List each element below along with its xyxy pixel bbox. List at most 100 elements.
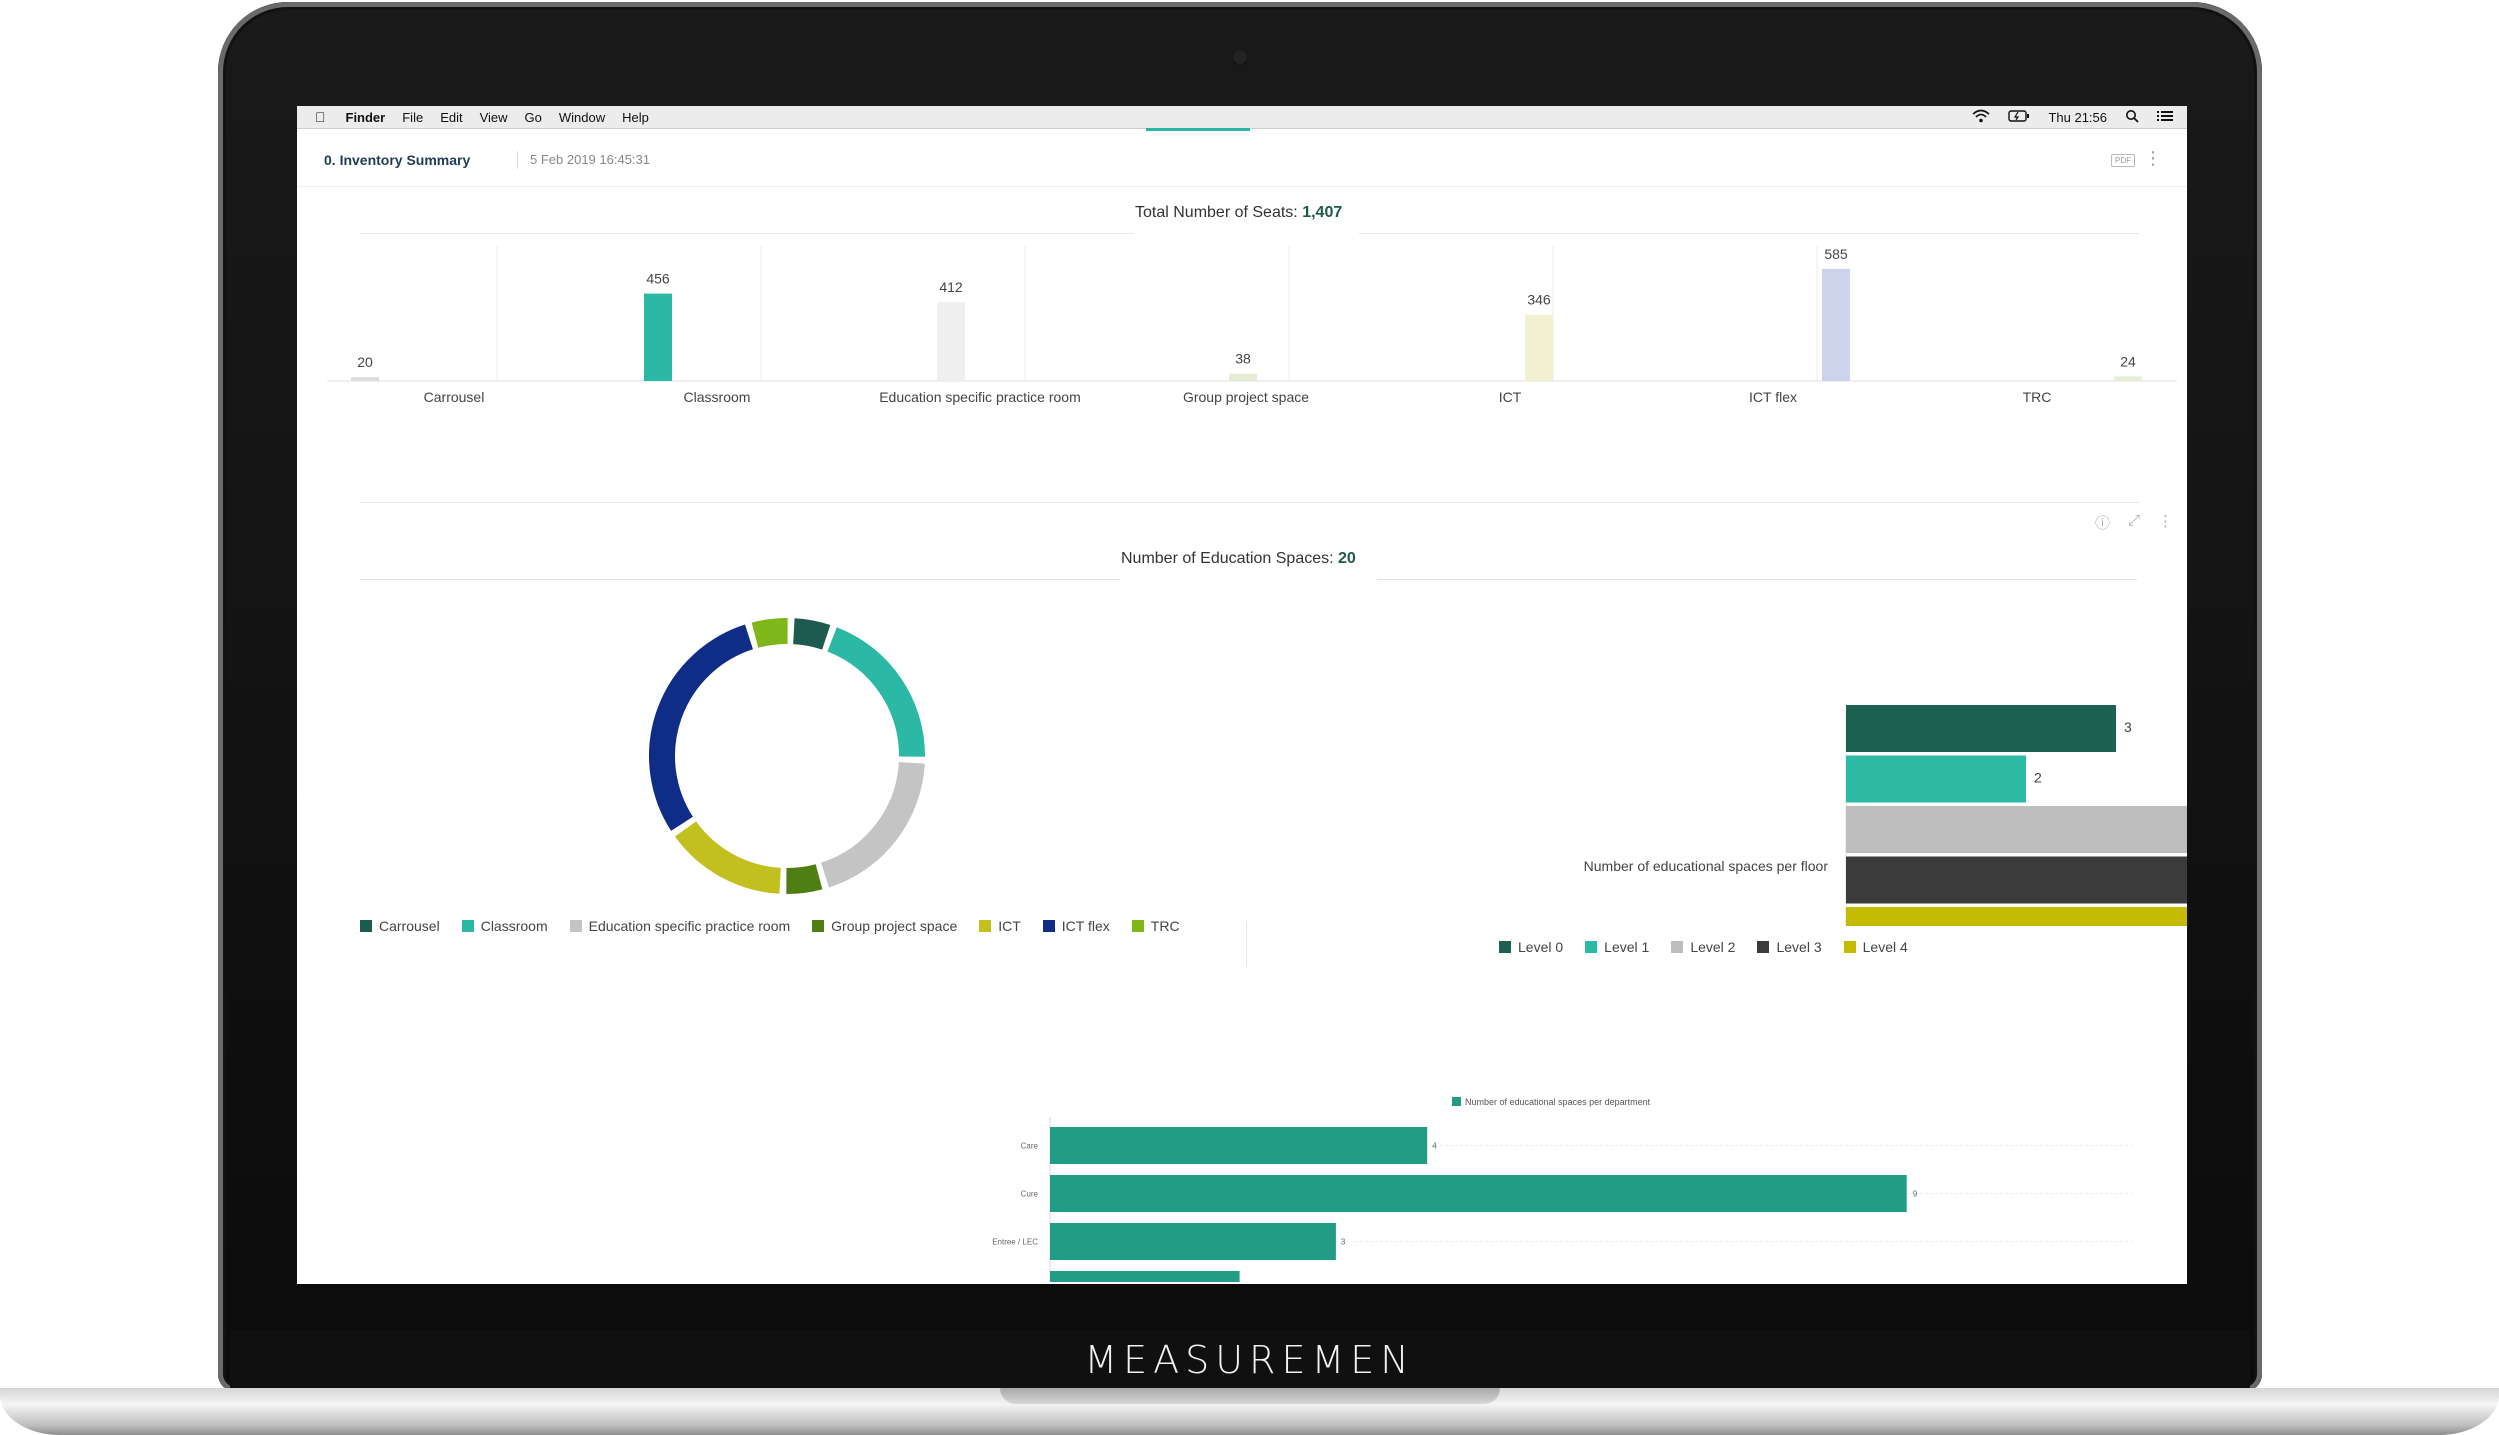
donut-slice[interactable] (649, 624, 754, 831)
seats-value-label: 20 (357, 354, 373, 370)
donut-chart (649, 618, 925, 894)
seats-value-label: 585 (1824, 246, 1848, 262)
dept-legend-label[interactable]: Number of educational spaces per departm… (1465, 1097, 1651, 1107)
seats-total: 1,407 (1302, 204, 1343, 221)
legend-swatch (569, 920, 582, 932)
dept-bar[interactable] (1050, 1223, 1336, 1260)
brand-logo: MEASUREMEN (1084, 1338, 1415, 1382)
donut-slice[interactable] (792, 618, 831, 650)
camera-icon (1233, 50, 1247, 64)
donut-slice[interactable] (827, 627, 925, 757)
menu-go[interactable]: Go (514, 109, 542, 125)
seats-title-rule-left (360, 233, 1134, 234)
dept-value-label: 9 (1913, 1190, 1918, 1199)
dept-bar[interactable] (1050, 1271, 1240, 1282)
floor-bar-chart: 32465Number of educational spaces per fl… (1584, 705, 2187, 926)
menu-help[interactable]: Help (611, 109, 649, 125)
seats-category-label: Education specific practice room (879, 389, 1081, 405)
dept-category-label: Cure (1021, 1190, 1039, 1199)
seats-bar[interactable] (2114, 376, 2142, 381)
donut-legend-item[interactable]: Carrousel (360, 918, 440, 934)
header-divider (517, 151, 518, 169)
floor-legend-item[interactable]: Level 0 (1499, 939, 1563, 955)
more-icon[interactable]: ⋮ (2158, 513, 2173, 530)
legend-label: Education specific practice room (588, 918, 791, 934)
spaces-total: 20 (1338, 550, 1356, 567)
floor-bar[interactable] (1846, 705, 2116, 752)
seats-bar[interactable] (351, 377, 379, 381)
legend-label: Carrousel (379, 918, 440, 934)
legend-swatch (812, 920, 825, 932)
battery-icon[interactable] (2008, 110, 2030, 125)
list-icon[interactable] (2157, 110, 2173, 125)
wifi-icon[interactable] (1972, 109, 1990, 126)
floor-value-label: 2 (2034, 770, 2042, 786)
expand-icon[interactable]: ⤢ (2127, 512, 2140, 529)
menu-window[interactable]: Window (548, 109, 605, 125)
section-divider (360, 502, 2140, 503)
menu-edit[interactable]: Edit (429, 109, 462, 125)
seats-bar-chart: 20 Carrousel 456 Classroom 412 Education spec… (327, 246, 2177, 405)
seats-value-label: 412 (939, 279, 963, 295)
donut-slice[interactable] (786, 864, 823, 894)
legend-swatch (1131, 920, 1144, 932)
header-divider-line (297, 186, 2187, 187)
donut-slice[interactable] (820, 761, 925, 888)
donut-slice[interactable] (751, 618, 788, 648)
seats-bar[interactable] (1822, 268, 1850, 381)
seats-value-label: 456 (646, 271, 670, 287)
seats-bar[interactable] (937, 302, 965, 381)
info-icon[interactable]: ⓘ (2094, 515, 2110, 532)
legend-swatch (1499, 941, 1511, 953)
laptop-chin (230, 1330, 2250, 1388)
floor-legend-item[interactable]: Level 2 (1671, 939, 1735, 955)
report-date: 5 Feb 2019 16:45:31 (530, 152, 650, 167)
chart-toolbar: ⓘ ⤢ ⋮ (2095, 512, 2173, 533)
seats-bar[interactable] (1525, 314, 1553, 381)
floor-legend-item[interactable]: Level 4 (1843, 939, 1908, 955)
menu-view[interactable]: View (469, 109, 508, 125)
menu-finder[interactable]: Finder (335, 109, 386, 125)
legend-swatch (461, 920, 474, 932)
seats-value-label: 346 (1527, 292, 1551, 308)
donut-legend-item[interactable]: Group project space (812, 918, 957, 934)
donut-legend-item[interactable]: ICT (979, 918, 1021, 934)
seats-bar[interactable] (1229, 373, 1257, 381)
donut-legend-item[interactable]: Classroom (461, 918, 548, 934)
legend-label: TRC (1150, 918, 1180, 934)
legend-label: Level 4 (1862, 939, 1908, 955)
dept-bar[interactable] (1050, 1175, 1907, 1212)
laptop-notch (1000, 1388, 1500, 1404)
floor-bar[interactable] (1846, 856, 2187, 904)
floor-legend: Level 0 Level 1 Level 2 Level 3 Level 4 (1499, 939, 1908, 955)
more-options-icon[interactable]: ⋮ (2144, 148, 2162, 168)
floor-bar[interactable] (1846, 806, 2187, 853)
floor-bar[interactable] (1846, 755, 2026, 803)
active-tab-indicator (1146, 128, 1250, 131)
seats-category-label: ICT flex (1749, 389, 1797, 405)
legend-label: ICT flex (1061, 918, 1110, 934)
dept-value-label: 3 (1341, 1238, 1346, 1247)
spaces-title-rule-right (1377, 579, 2137, 580)
menu-file[interactable]: File (391, 109, 423, 125)
legend-label: Level 0 (1518, 939, 1564, 955)
donut-legend-item[interactable]: TRC (1131, 918, 1180, 934)
donut-legend: Carrousel Classroom Education specific pra… (360, 918, 1240, 934)
clock[interactable]: Thu 21:56 (2048, 110, 2107, 125)
pdf-export-button[interactable]: PDF (2111, 154, 2135, 167)
dept-bar[interactable] (1050, 1127, 1428, 1164)
legend-swatch (360, 920, 372, 932)
seats-title-rule-right (1359, 233, 2139, 234)
search-icon[interactable] (2125, 109, 2139, 126)
floor-bar[interactable] (1846, 907, 2187, 926)
legend-label: Level 1 (1604, 939, 1650, 955)
floor-legend-item[interactable]: Level 1 (1585, 939, 1649, 955)
donut-legend-item[interactable]: Education specific practice room (569, 918, 791, 934)
donut-slice[interactable] (674, 821, 782, 894)
seats-category-label: Carrousel (424, 389, 485, 405)
seats-bar[interactable] (644, 293, 672, 381)
apple-icon[interactable]:  (315, 109, 326, 125)
donut-legend-item[interactable]: ICT flex (1042, 918, 1110, 934)
floor-legend-item[interactable]: Level 3 (1757, 939, 1822, 955)
spaces-title-rule-left (360, 579, 1120, 580)
